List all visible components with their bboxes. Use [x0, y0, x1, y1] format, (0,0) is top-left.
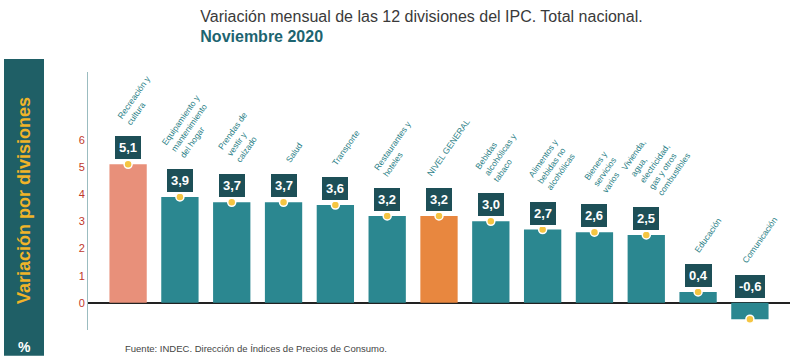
svg-text:2,5: 2,5 — [637, 211, 655, 226]
svg-text:2,7: 2,7 — [534, 206, 552, 221]
svg-text:Bebidasalcohólicas ytabaco: Bebidasalcohólicas ytabaco — [473, 125, 528, 184]
svg-text:Prendas devestir ycalzado: Prendas devestir ycalzado — [216, 110, 267, 164]
svg-text:0,4: 0,4 — [689, 268, 708, 283]
svg-text:Salud: Salud — [284, 141, 305, 165]
svg-text:5: 5 — [79, 161, 85, 173]
svg-text:Fuente: INDEC. Dirección de Ín: Fuente: INDEC. Dirección de Índices de P… — [125, 343, 387, 354]
svg-text:2: 2 — [79, 242, 85, 254]
svg-text:Restaurantes yhoteles: Restaurantes yhoteles — [372, 119, 422, 179]
svg-text:3,7: 3,7 — [275, 178, 293, 193]
svg-text:3,0: 3,0 — [482, 197, 500, 212]
svg-text:0: 0 — [79, 297, 85, 309]
svg-text:-0,6: -0,6 — [739, 279, 761, 294]
svg-text:Vivienda,agua,electricidad,gas: Vivienda,agua,electricidad,gas y otrosco… — [619, 126, 692, 198]
svg-text:1: 1 — [79, 270, 85, 282]
svg-text:Variación mensual de las 12 di: Variación mensual de las 12 divisiones d… — [200, 8, 642, 46]
svg-text:4: 4 — [79, 188, 85, 200]
svg-text:3,2: 3,2 — [430, 192, 448, 207]
svg-text:Variación por divisiones: Variación por divisiones — [14, 97, 34, 304]
svg-text:Comunicación: Comunicación — [740, 215, 779, 265]
svg-text:Bienes yserviciosvarios: Bienes yserviciosvarios — [582, 149, 627, 195]
svg-text:3,6: 3,6 — [326, 181, 344, 196]
svg-text:3,7: 3,7 — [223, 178, 241, 193]
svg-text:3,2: 3,2 — [378, 192, 396, 207]
svg-text:2,6: 2,6 — [585, 208, 603, 223]
svg-text:NIVEL GENERAL: NIVEL GENERAL — [425, 117, 472, 178]
svg-text:Educación: Educación — [693, 216, 724, 254]
svg-text:3: 3 — [79, 215, 85, 227]
svg-text:Recreación ycultura: Recreación ycultura — [115, 74, 161, 127]
svg-text:Equipamiento ymantenimientodel: Equipamiento ymantenimientodel hogar — [160, 93, 220, 160]
svg-text:6: 6 — [79, 134, 85, 146]
svg-text:%: % — [18, 339, 31, 355]
svg-text:Alimentos ybebidas noalcohólic: Alimentos ybebidas noalcohólicas — [526, 137, 578, 192]
svg-text:3,9: 3,9 — [171, 173, 189, 188]
svg-text:5,1: 5,1 — [119, 140, 137, 155]
svg-text:Transporte: Transporte — [330, 128, 362, 167]
